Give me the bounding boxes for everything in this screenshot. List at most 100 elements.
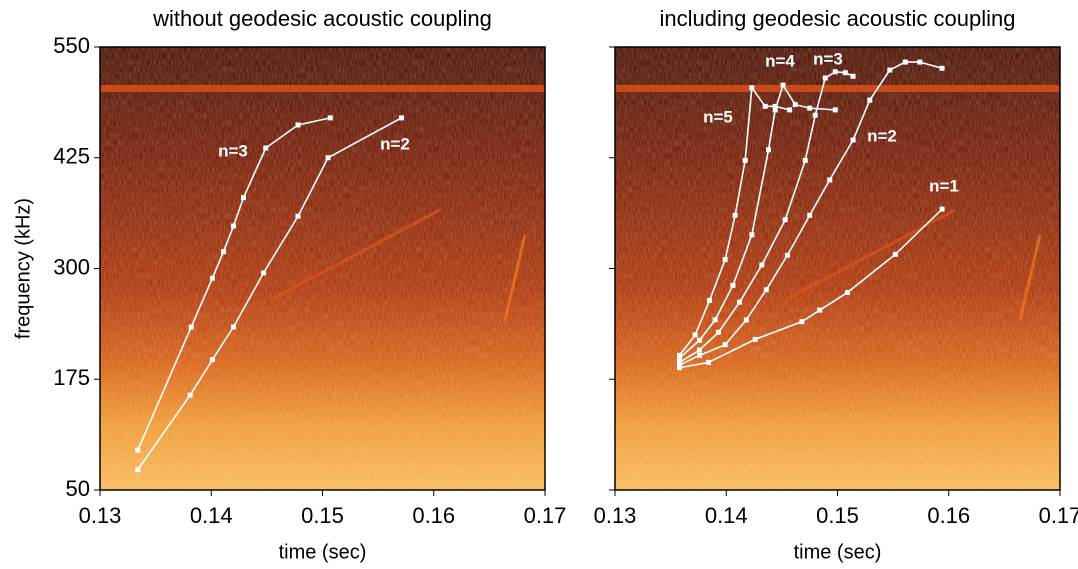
data-point bbox=[822, 75, 828, 81]
data-point bbox=[842, 70, 848, 76]
data-point bbox=[135, 467, 141, 473]
data-point bbox=[807, 212, 813, 218]
data-point bbox=[742, 157, 748, 163]
data-point bbox=[231, 223, 236, 229]
data-point bbox=[807, 105, 813, 111]
data-point bbox=[705, 359, 711, 365]
data-point bbox=[327, 115, 333, 121]
data-point bbox=[827, 177, 833, 183]
series-label: n=2 bbox=[380, 134, 410, 153]
x-tick-label: 0.13 bbox=[79, 503, 122, 528]
y-tick-label: 300 bbox=[53, 254, 90, 279]
data-point bbox=[887, 67, 893, 73]
data-point bbox=[325, 155, 331, 161]
data-point bbox=[241, 195, 247, 201]
data-point bbox=[295, 213, 301, 219]
data-point bbox=[707, 297, 713, 303]
data-point bbox=[677, 359, 683, 365]
chart-title: without geodesic acoustic coupling bbox=[152, 6, 492, 31]
x-tick-label: 0.16 bbox=[927, 503, 970, 528]
data-point bbox=[784, 252, 790, 258]
mode-trace bbox=[503, 234, 527, 321]
data-point bbox=[763, 287, 769, 293]
series-label: n=1 bbox=[929, 176, 959, 195]
x-tick-label: 0.13 bbox=[594, 503, 637, 528]
data-point bbox=[917, 59, 923, 65]
chart-title: including geodesic acoustic coupling bbox=[660, 6, 1016, 31]
series-label: n=3 bbox=[218, 141, 248, 160]
data-point bbox=[732, 212, 738, 218]
x-tick-label: 0.16 bbox=[412, 503, 455, 528]
data-point bbox=[677, 355, 683, 361]
data-point bbox=[692, 332, 698, 338]
x-tick-label: 0.17 bbox=[1039, 503, 1078, 528]
data-point bbox=[772, 107, 778, 113]
series-label: n=2 bbox=[867, 126, 897, 145]
data-point bbox=[677, 362, 683, 368]
bright-band bbox=[100, 85, 545, 92]
series-line bbox=[678, 85, 790, 356]
data-point bbox=[261, 270, 267, 276]
series-line bbox=[679, 61, 943, 366]
series-line bbox=[679, 208, 943, 369]
data-point bbox=[792, 102, 798, 108]
data-point bbox=[722, 257, 728, 263]
data-point bbox=[263, 145, 269, 151]
x-axis-label: time (sec) bbox=[794, 541, 882, 563]
data-point bbox=[752, 336, 758, 342]
data-point bbox=[845, 289, 851, 295]
data-point bbox=[295, 122, 301, 128]
data-point bbox=[787, 107, 793, 113]
x-axis-label: time (sec) bbox=[279, 541, 367, 563]
series-label: n=5 bbox=[703, 107, 733, 126]
series-line bbox=[137, 117, 402, 471]
data-point bbox=[749, 85, 755, 91]
mode-trace bbox=[1018, 234, 1042, 321]
data-point bbox=[780, 82, 786, 88]
data-point bbox=[902, 59, 908, 65]
data-point bbox=[817, 307, 823, 313]
series-label: n=3 bbox=[813, 49, 843, 68]
data-point bbox=[677, 365, 683, 371]
data-point bbox=[231, 324, 236, 330]
x-tick-label: 0.14 bbox=[705, 503, 748, 528]
data-point bbox=[799, 319, 805, 325]
data-point bbox=[398, 115, 404, 121]
plot-noise bbox=[100, 47, 545, 490]
data-point bbox=[209, 275, 215, 281]
bright-band bbox=[615, 85, 1060, 92]
data-point bbox=[715, 329, 721, 335]
data-point bbox=[892, 251, 898, 257]
data-point bbox=[812, 112, 818, 118]
data-point bbox=[759, 262, 765, 268]
series-label: n=4 bbox=[765, 51, 795, 70]
data-point bbox=[187, 392, 193, 398]
data-point bbox=[135, 447, 141, 453]
data-point bbox=[188, 324, 194, 330]
plot-noise bbox=[615, 47, 1060, 490]
data-point bbox=[722, 342, 728, 348]
data-point bbox=[939, 206, 945, 212]
data-point bbox=[850, 137, 856, 143]
data-point bbox=[762, 103, 768, 109]
data-point bbox=[832, 69, 838, 75]
data-point bbox=[749, 232, 755, 238]
data-point bbox=[850, 73, 856, 79]
data-point bbox=[802, 157, 808, 163]
x-tick-label: 0.15 bbox=[301, 503, 344, 528]
data-point bbox=[766, 147, 772, 153]
y-tick-label: 175 bbox=[53, 365, 90, 390]
data-point bbox=[730, 282, 736, 288]
x-tick-label: 0.14 bbox=[190, 503, 233, 528]
data-point bbox=[832, 107, 838, 113]
x-tick-label: 0.17 bbox=[524, 503, 567, 528]
data-point bbox=[867, 97, 873, 103]
data-point bbox=[743, 317, 749, 323]
data-point bbox=[772, 103, 778, 109]
y-tick-label: 425 bbox=[53, 144, 90, 169]
data-point bbox=[737, 299, 743, 305]
mode-trace bbox=[269, 208, 441, 302]
x-tick-label: 0.15 bbox=[816, 503, 859, 528]
data-point bbox=[697, 347, 703, 353]
